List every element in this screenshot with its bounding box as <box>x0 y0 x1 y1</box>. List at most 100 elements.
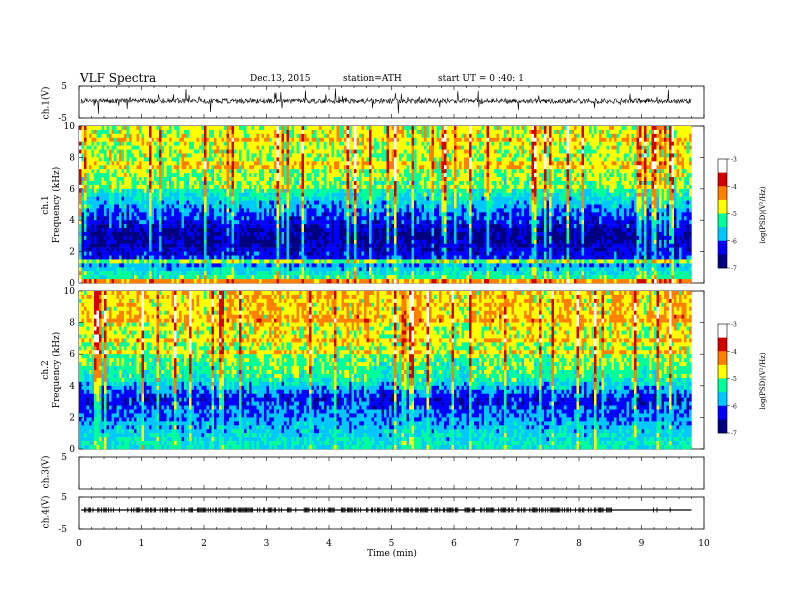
ch1-spectrogram-cell <box>217 197 220 201</box>
ch1-spectrogram-cell <box>244 201 247 205</box>
ch1-spectrogram-cell <box>249 252 252 256</box>
ch1-spectrogram-cell <box>199 201 202 205</box>
ch1-spectrogram-cell <box>334 146 337 150</box>
ch1-spectrogram-cell <box>119 134 122 138</box>
ch1-spectrogram-cell <box>97 142 100 146</box>
ch1-spectrogram-cell <box>134 271 137 275</box>
ch1-spectrogram-cell <box>304 224 307 228</box>
ch1-spectrogram-cell <box>157 244 160 248</box>
ch1-spectrogram-cell <box>174 177 177 181</box>
ch1-spectrogram-cell <box>352 205 355 209</box>
ch1-spectrogram-cell <box>377 252 380 256</box>
ch1-spectrogram-cell <box>304 134 307 138</box>
ch1-spectrogram-cell <box>304 157 307 161</box>
ch1-spectrogram-cell <box>367 201 370 205</box>
ch1-spectrogram-cell <box>337 232 340 236</box>
ch1-spectrogram-cell <box>124 201 127 205</box>
ch1-spectrogram-cell <box>327 267 330 271</box>
ch1-spectrogram-cell <box>109 130 112 134</box>
ch1-spectrogram-cell <box>119 205 122 209</box>
ch1-spectrogram-cell <box>227 244 230 248</box>
ch1-spectrogram-cell <box>389 126 392 130</box>
ch1-spectrogram-cell <box>274 169 277 173</box>
ch1-spectrogram-cell <box>94 244 97 248</box>
ch1-spectrogram-cell <box>109 173 112 177</box>
ch1-spectrogram-cell <box>97 279 100 283</box>
ch1-spectrogram-cell <box>302 267 305 271</box>
ch1-spectrogram-cell <box>339 205 342 209</box>
ch1-spectrogram-cell <box>159 138 162 142</box>
ch1-spectrogram-cell <box>232 201 235 205</box>
ch1-spectrogram-cell <box>349 142 352 146</box>
ch1-spectrogram-cell <box>349 126 352 130</box>
ch1-spectrogram-cell <box>102 236 105 240</box>
ch1-spectrogram-cell <box>339 220 342 224</box>
ch1-spectrogram-cell <box>389 228 392 232</box>
ch1-spectrogram-cell <box>352 181 355 185</box>
ch1-spectrogram-cell <box>364 161 367 165</box>
ch1-spectrogram-cell <box>314 248 317 252</box>
ch1-spectrogram-cell <box>289 212 292 216</box>
ch1-spectrogram-cell <box>84 134 87 138</box>
ch1-spectrogram-cell <box>284 263 287 267</box>
ch1-spectrogram-cell <box>217 220 220 224</box>
ch1-spectrogram-cell <box>84 236 87 240</box>
ch1-spectrogram-cell <box>247 248 250 252</box>
ch1-spectrogram-cell <box>297 267 300 271</box>
ch1-spectrogram-cell <box>164 252 167 256</box>
ch1-spectrogram-cell <box>257 197 260 201</box>
ch1-spectrogram-cell <box>387 169 390 173</box>
ch1-spectrogram-cell <box>92 224 95 228</box>
ch1-spectrogram-cell <box>287 201 290 205</box>
ch1-spectrogram-cell <box>227 181 230 185</box>
ch1-spectrogram-cell <box>199 161 202 165</box>
ch1-spectrogram-cell <box>114 150 117 154</box>
ch1-spectrogram-cell <box>139 279 142 283</box>
ch1-spectrogram-cell <box>104 181 107 185</box>
ch1-spectrogram-cell <box>269 244 272 248</box>
ch1-spectrogram-cell <box>284 236 287 240</box>
ch1-spectrogram-cell <box>187 177 190 181</box>
ch1-spectrogram-cell <box>279 248 282 252</box>
ch1-spectrogram-cell <box>204 220 207 224</box>
ch1-spectrogram-cell <box>279 177 282 181</box>
ch1-spectrogram-cell <box>332 169 335 173</box>
ch1-spectrogram-cell <box>122 150 125 154</box>
ch1-spectrogram-cell <box>332 267 335 271</box>
ch1-spectrogram-cell <box>132 197 135 201</box>
ch1-spectrogram-cell <box>314 208 317 212</box>
ch1-spectrogram-cell <box>294 142 297 146</box>
ch1-spectrogram-cell <box>254 267 257 271</box>
ch1-spectrogram-cell <box>199 153 202 157</box>
ch1-spectrogram-cell <box>84 146 87 150</box>
ch1-spectrogram-cell <box>269 150 272 154</box>
ch1-spectrogram-cell <box>224 240 227 244</box>
ch1-spectrogram-cell <box>257 232 260 236</box>
ch1-spectrogram-cell <box>132 153 135 157</box>
ch1-spectrogram-cell <box>239 181 242 185</box>
ch1-spectrogram-cell <box>312 146 315 150</box>
ch1-spectrogram-cell <box>369 169 372 173</box>
ch1-spectrogram-cell <box>107 216 110 220</box>
ch1-spectrogram-cell <box>367 228 370 232</box>
ch1-spectrogram-cell <box>177 165 180 169</box>
ch1-spectrogram-cell <box>289 224 292 228</box>
ch1-spectrogram-cell <box>227 259 230 263</box>
ch1-spectrogram-cell <box>354 279 357 283</box>
ch1-spectrogram-cell <box>202 212 205 216</box>
ch1-spectrogram-cell <box>379 181 382 185</box>
ch1-spectrogram-cell <box>122 193 125 197</box>
ch1-spectrogram-cell <box>142 138 145 142</box>
ch1-spectrogram-cell <box>194 228 197 232</box>
ch1-spectrogram-cell <box>119 240 122 244</box>
ch1-spectrogram-cell <box>199 212 202 216</box>
ch1-spectrogram-cell <box>377 138 380 142</box>
ch1-spectrogram-cell <box>169 275 172 279</box>
ch1-spectrogram-cell <box>357 263 360 267</box>
ch1-spectrogram-cell <box>149 263 152 267</box>
ch1-spectrogram-cell <box>344 205 347 209</box>
ch1-spectrogram-cell <box>319 181 322 185</box>
ch1-spectrogram-cell <box>224 150 227 154</box>
ch1-spectrogram-cell <box>202 126 205 130</box>
ch1-spectrogram-cell <box>362 150 365 154</box>
